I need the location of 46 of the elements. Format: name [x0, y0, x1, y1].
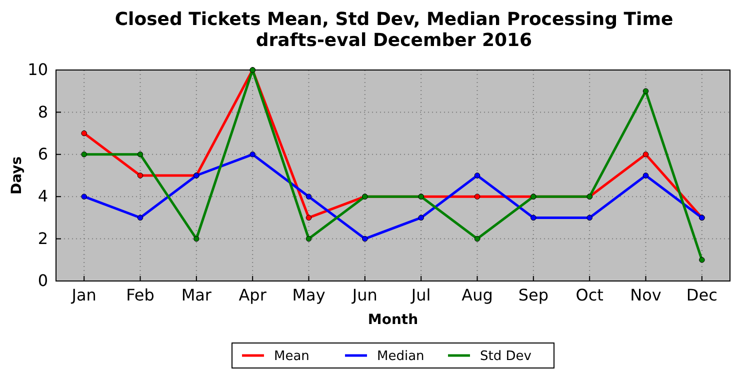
point	[306, 194, 312, 200]
point	[586, 214, 592, 221]
legend-label: Median	[377, 349, 424, 364]
x-tick-label: Oct	[576, 285, 604, 304]
y-tick-label: 2	[38, 228, 48, 248]
point	[137, 152, 144, 158]
point	[474, 172, 480, 178]
point	[250, 152, 256, 158]
point	[137, 214, 144, 221]
point	[530, 214, 536, 221]
y-tick-label: 4	[38, 186, 48, 206]
point	[81, 152, 87, 158]
point	[306, 214, 312, 221]
y-tick-label: 8	[38, 102, 48, 122]
legend-label: Std Dev	[480, 349, 532, 364]
x-tick-label: Dec	[686, 285, 718, 304]
x-tick-label: Jun	[351, 285, 378, 304]
x-tick-label: Mar	[181, 285, 212, 304]
legend-label: Mean	[274, 349, 310, 364]
point	[194, 236, 200, 242]
chart-title: Closed Tickets Mean, Std Dev, Median Processing Time drafts-eval December 2016	[114, 9, 674, 51]
point	[81, 194, 87, 200]
x-axis-title: Month	[368, 312, 418, 328]
point	[306, 236, 312, 242]
point	[418, 214, 424, 221]
y-tick-label: 10	[28, 60, 48, 80]
x-tick-label: Sep	[518, 285, 548, 304]
y-tick-label: 0	[38, 271, 48, 290]
x-tick-label: Feb	[126, 285, 154, 304]
x-tick-label: Jul	[410, 285, 431, 304]
x-tick-label: Nov	[630, 285, 662, 304]
point	[474, 236, 480, 242]
point	[642, 88, 649, 94]
point	[137, 172, 144, 178]
x-tick-label: Aug	[462, 285, 493, 304]
point	[81, 130, 87, 136]
point	[699, 257, 705, 263]
point	[474, 194, 480, 200]
point	[642, 172, 649, 178]
y-tick-label: 6	[38, 144, 48, 164]
x-tick-label: Apr	[238, 285, 267, 304]
x-tick-label: Jan	[70, 285, 96, 304]
point	[642, 152, 649, 158]
y-axis-title: Days	[9, 156, 25, 195]
point	[362, 236, 368, 242]
x-tick-label: May	[292, 285, 326, 304]
